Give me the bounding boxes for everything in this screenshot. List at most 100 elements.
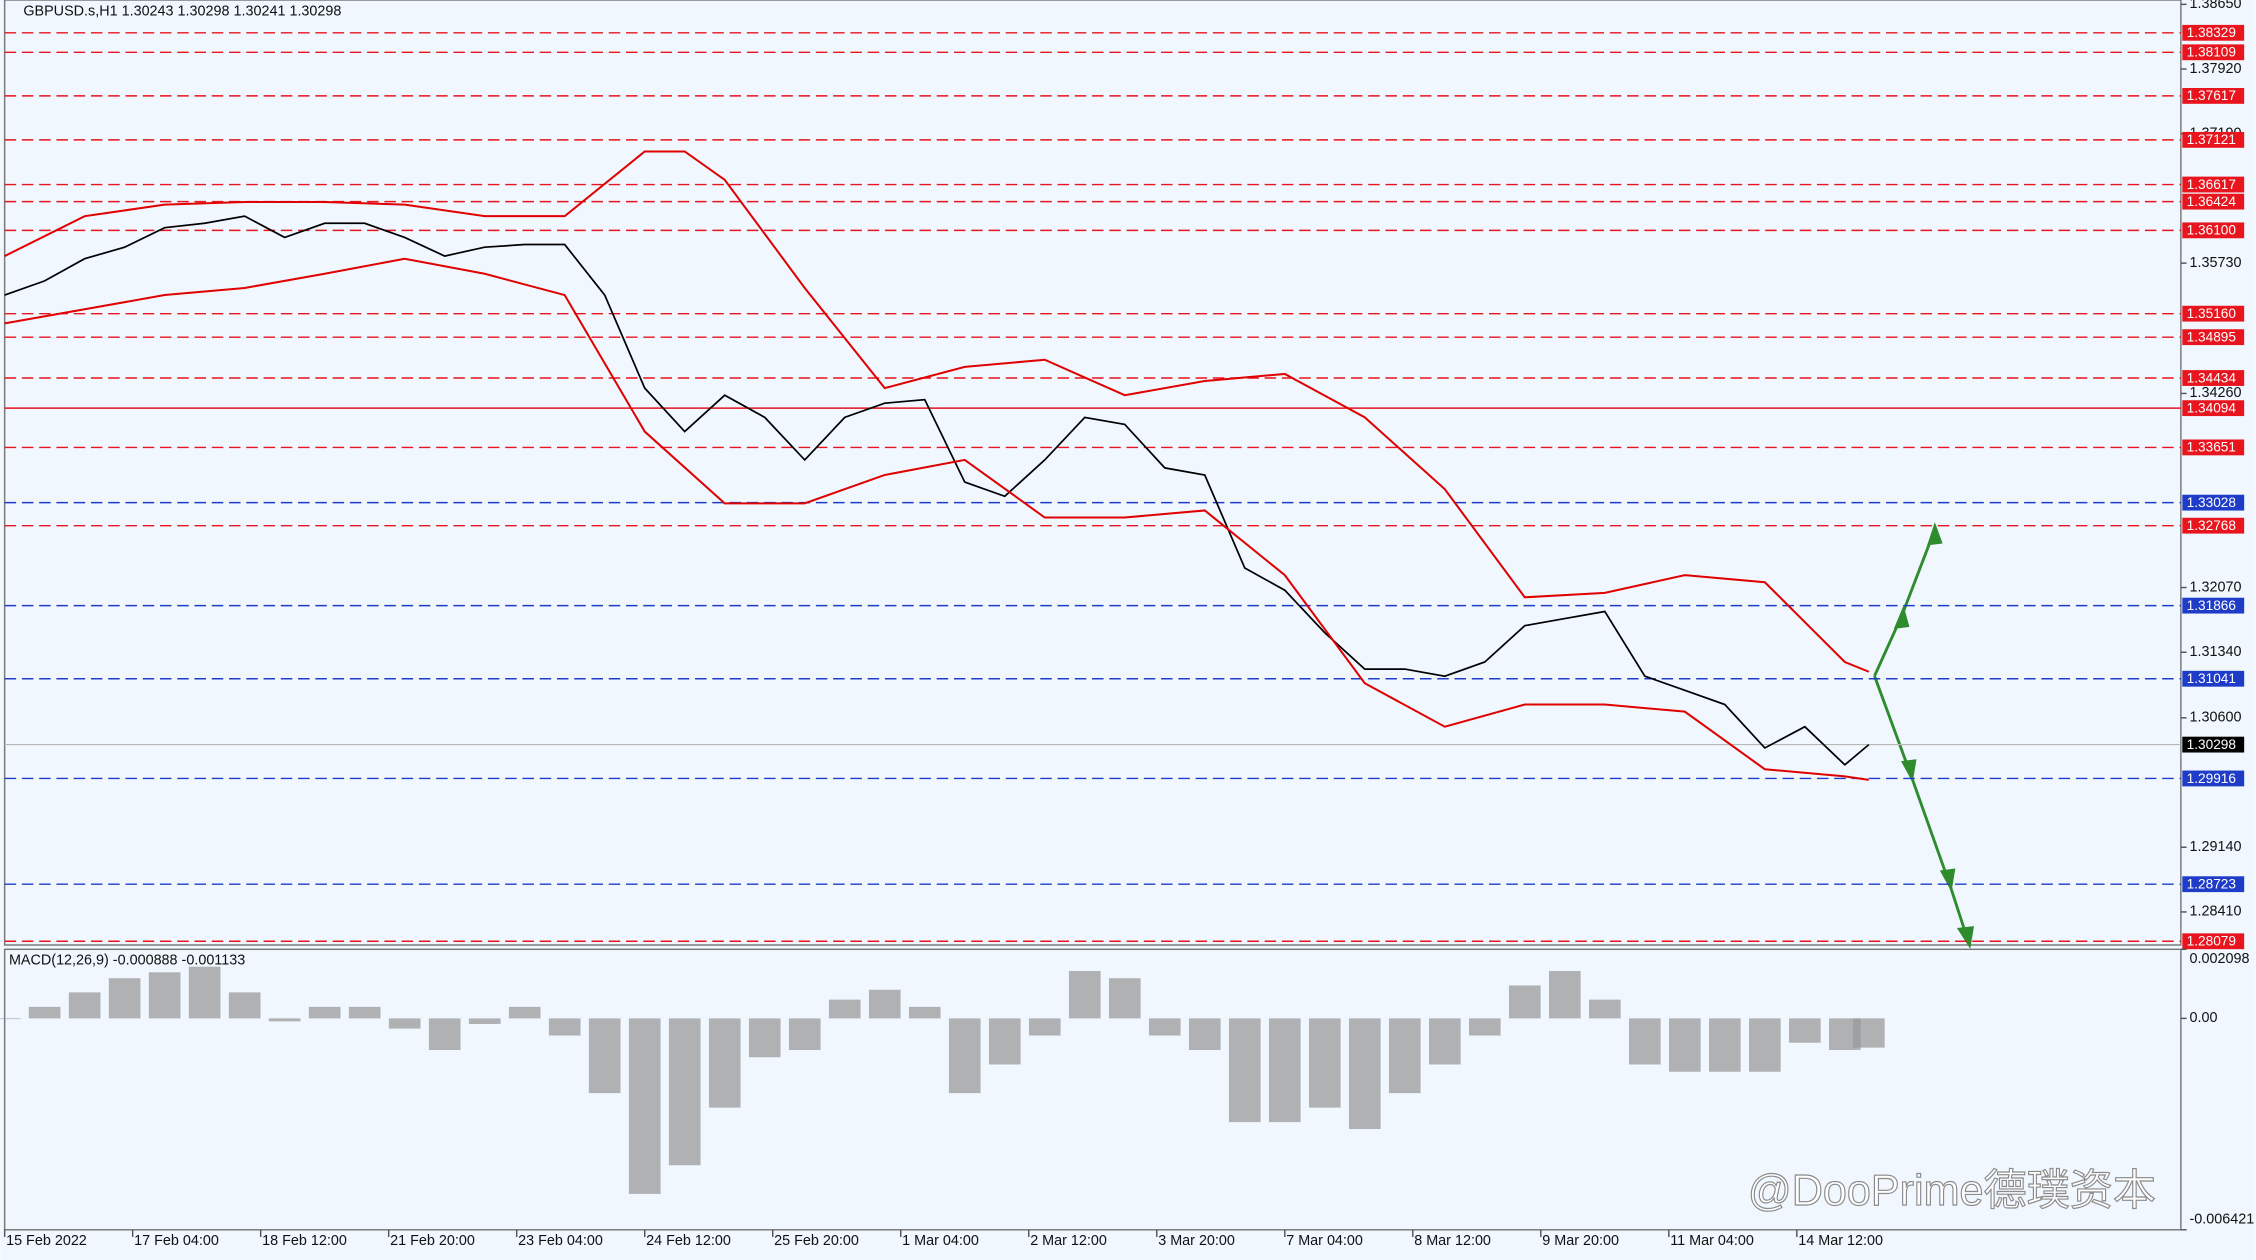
level-label-box bbox=[2182, 876, 2245, 893]
macd-bar bbox=[1348, 1018, 1381, 1130]
arrow-head bbox=[1893, 605, 1910, 629]
macd-bar bbox=[1308, 1018, 1341, 1108]
y-tick-label: 1.38650 bbox=[2190, 0, 2242, 12]
arrow-head bbox=[1939, 868, 1956, 892]
level-label: 1.29916 bbox=[2187, 771, 2236, 786]
x-tick-label: 18 Feb 12:00 bbox=[262, 1233, 347, 1249]
macd-bar bbox=[948, 1018, 981, 1094]
y-tick-label: 1.34260 bbox=[2190, 385, 2242, 401]
level-label-box bbox=[2182, 87, 2245, 104]
level-label: 1.36617 bbox=[2187, 177, 2236, 192]
level-label-box bbox=[2182, 439, 2245, 456]
y-tick-label: -0.006421 bbox=[2190, 1212, 2255, 1228]
level-label-box bbox=[2182, 494, 2245, 511]
level-label: 1.28723 bbox=[2187, 877, 2236, 892]
y-tick-label: 0.002098 bbox=[2190, 951, 2250, 967]
y-tick-label: 1.35730 bbox=[2190, 255, 2242, 271]
level-label-box bbox=[2182, 329, 2245, 346]
x-tick-label: 3 Mar 20:00 bbox=[1158, 1233, 1235, 1249]
level-label: 1.31041 bbox=[2187, 671, 2236, 686]
price-line bbox=[4, 150, 1870, 673]
level-label-box bbox=[2182, 305, 2245, 322]
arrow-head bbox=[1956, 926, 1975, 949]
macd-bar bbox=[628, 1018, 661, 1194]
y-tick-label: 1.30600 bbox=[2190, 710, 2242, 726]
level-label-box bbox=[2182, 770, 2245, 787]
macd-bar bbox=[1709, 1018, 1741, 1072]
level-label-box bbox=[2182, 933, 2245, 950]
level-label: 1.33651 bbox=[2187, 440, 2236, 455]
x-tick-label: 1 Mar 04:00 bbox=[902, 1233, 979, 1249]
level-label: 1.34895 bbox=[2187, 329, 2237, 344]
macd-bar bbox=[348, 1006, 381, 1019]
macd-bar bbox=[1028, 1018, 1061, 1036]
level-label: 1.37121 bbox=[2187, 132, 2236, 147]
macd-bar bbox=[148, 972, 181, 1019]
level-label-box bbox=[2182, 176, 2245, 193]
x-tick-label: 15 Feb 2022 bbox=[6, 1233, 87, 1249]
arrow-head bbox=[1927, 522, 1943, 546]
macd-bar bbox=[1628, 1018, 1661, 1065]
macd-bar bbox=[0, 1018, 21, 1020]
level-label-box bbox=[2182, 24, 2245, 41]
macd-bar bbox=[828, 999, 861, 1019]
level-label: 1.36100 bbox=[2187, 223, 2237, 238]
x-tick-label: 14 Mar 12:00 bbox=[1798, 1233, 1883, 1249]
macd-bar bbox=[708, 1018, 741, 1108]
arrow-head bbox=[1900, 759, 1917, 783]
x-tick-label: 9 Mar 20:00 bbox=[1542, 1233, 1619, 1249]
y-tick-label: 1.32070 bbox=[2190, 579, 2242, 595]
x-tick-label: 24 Feb 12:00 bbox=[646, 1233, 731, 1249]
macd-bar bbox=[1508, 985, 1541, 1019]
y-tick-label: 1.37920 bbox=[2190, 61, 2242, 77]
y-tick-label: 1.31340 bbox=[2190, 644, 2242, 660]
macd-bar bbox=[468, 1018, 501, 1024]
level-label: 1.38329 bbox=[2187, 25, 2236, 40]
macd-bar bbox=[1428, 1018, 1461, 1065]
level-label-box bbox=[2182, 597, 2245, 614]
level-label: 1.35160 bbox=[2187, 306, 2237, 321]
macd-bar bbox=[1789, 1018, 1821, 1043]
macd-pane bbox=[3, 948, 2182, 1231]
level-label: 1.36424 bbox=[2187, 194, 2237, 209]
macd-bar bbox=[1669, 1018, 1701, 1072]
price-line bbox=[4, 257, 1869, 781]
level-label: 1.37617 bbox=[2187, 88, 2236, 103]
current-price-label: 1.30298 bbox=[2187, 737, 2236, 752]
macd-bar bbox=[908, 1006, 941, 1019]
y-tick-label: 1.29140 bbox=[2190, 839, 2242, 855]
price-pane bbox=[3, 0, 2182, 946]
level-label: 1.32768 bbox=[2187, 518, 2236, 533]
level-label-box bbox=[2182, 517, 2245, 534]
level-label-box bbox=[2182, 131, 2245, 148]
x-tick-label: 25 Feb 20:00 bbox=[774, 1233, 859, 1249]
macd-bar bbox=[1749, 1018, 1781, 1072]
macd-bar bbox=[188, 966, 221, 1019]
macd-bar bbox=[1588, 999, 1621, 1019]
arrow-down bbox=[1873, 675, 1970, 942]
level-label-box bbox=[2182, 670, 2245, 687]
macd-bar bbox=[388, 1018, 421, 1029]
macd-title: MACD(12,26,9) -0.000888 -0.001133 bbox=[9, 953, 245, 969]
macd-bar bbox=[1148, 1018, 1181, 1036]
level-label: 1.33028 bbox=[2187, 495, 2236, 510]
macd-bar bbox=[68, 992, 101, 1019]
macd-bar bbox=[1853, 1018, 1885, 1048]
level-label: 1.38109 bbox=[2187, 45, 2236, 60]
x-tick-label: 7 Mar 04:00 bbox=[1286, 1233, 1363, 1249]
level-label: 1.34434 bbox=[2187, 370, 2237, 385]
macd-bar bbox=[1108, 978, 1141, 1019]
y-tick-label: 0.00 bbox=[2190, 1010, 2218, 1026]
x-tick-label: 2 Mar 12:00 bbox=[1030, 1233, 1107, 1249]
forecast-arrows bbox=[1873, 522, 1975, 949]
level-label-box bbox=[2182, 44, 2245, 61]
y-tick-label: 1.28410 bbox=[2190, 904, 2242, 920]
watermark: @DooPrime德璞资本 bbox=[1748, 1167, 2156, 1215]
macd-bar bbox=[508, 1006, 541, 1019]
x-tick-label: 8 Mar 12:00 bbox=[1414, 1233, 1491, 1249]
x-tick-label: 17 Feb 04:00 bbox=[134, 1233, 219, 1249]
level-label-box bbox=[2182, 370, 2245, 386]
level-label: 1.28079 bbox=[2187, 934, 2236, 949]
